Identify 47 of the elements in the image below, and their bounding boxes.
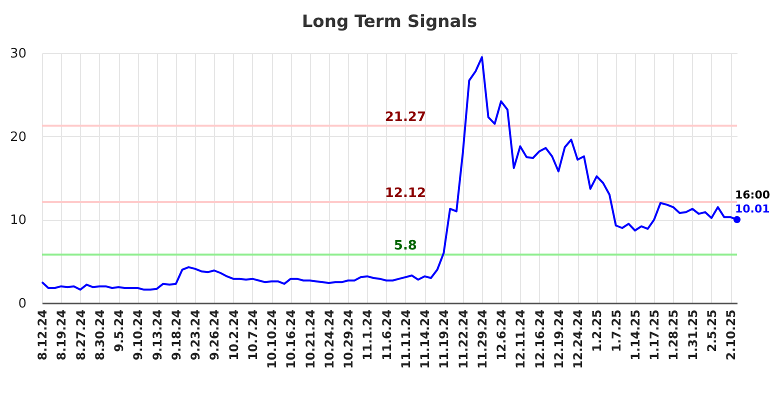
x-tick-label: 8.12.24 — [36, 310, 50, 360]
x-tick-label: 10.7.24 — [246, 310, 260, 360]
x-tick-label: 1.7.25 — [609, 310, 624, 352]
x-tick-label: 11.19.24 — [437, 310, 452, 369]
x-tick-label: 9.23.24 — [188, 310, 203, 360]
x-tick-label: 9.5.24 — [112, 310, 126, 352]
data-label: 10.01 — [735, 202, 770, 216]
ref-line-label: 12.12 — [384, 186, 426, 201]
x-tick-label: 8.19.24 — [54, 310, 69, 360]
x-tick-label: 11.6.24 — [380, 310, 394, 360]
x-tick-label: 1.2.25 — [590, 310, 604, 352]
chart-title: Long Term Signals — [302, 12, 478, 32]
x-tick-label: 11.11.24 — [398, 310, 413, 369]
x-tick-label: 10.24.24 — [322, 310, 336, 369]
y-tick-label: 20 — [10, 130, 26, 145]
y-tick-label: 10 — [10, 213, 26, 228]
ref-line-label: 21.27 — [384, 110, 426, 125]
x-tick-label: 2.5.25 — [704, 310, 719, 352]
x-tick-label: 10.10.24 — [265, 310, 280, 369]
x-tick-label: 10.21.24 — [303, 310, 318, 369]
ref-line-label: 5.8 — [394, 238, 417, 254]
x-tick-label: 8.30.24 — [92, 310, 107, 360]
x-tick-label: 1.14.25 — [628, 310, 642, 360]
x-tick-label: 1.28.25 — [666, 310, 681, 360]
x-tick-label: 11.29.24 — [475, 310, 490, 369]
x-tick-label: 1.31.25 — [686, 310, 700, 360]
x-tick-label: 1.17.25 — [648, 310, 662, 360]
x-tick-label: 10.29.24 — [342, 310, 356, 369]
x-tick-label: 10.2.24 — [226, 310, 241, 360]
x-tick-label: 10.16.24 — [284, 310, 298, 369]
x-tick-label: 12.24.24 — [571, 310, 586, 369]
x-tick-label: 12.19.24 — [552, 310, 566, 369]
x-tick-label: 2.10.25 — [724, 310, 738, 360]
x-tick-label: 9.10.24 — [131, 310, 146, 360]
x-tick-label: 11.14.24 — [418, 310, 432, 369]
x-tick-label: 11.1.24 — [360, 310, 375, 360]
x-tick-label: 9.18.24 — [169, 310, 184, 360]
y-tick-label: 0 — [18, 296, 26, 312]
x-tick-label: 9.26.24 — [208, 310, 222, 360]
annotation: 16:00 — [735, 188, 770, 202]
x-tick-label: 12.16.24 — [532, 310, 547, 369]
y-tick-label: 30 — [10, 46, 26, 62]
x-tick-label: 9.13.24 — [150, 310, 164, 360]
x-tick-label: 8.27.24 — [74, 310, 88, 360]
x-tick-label: 12.11.24 — [514, 310, 528, 369]
x-tick-label: 12.6.24 — [494, 310, 509, 360]
x-tick-label: 11.22.24 — [456, 310, 470, 369]
